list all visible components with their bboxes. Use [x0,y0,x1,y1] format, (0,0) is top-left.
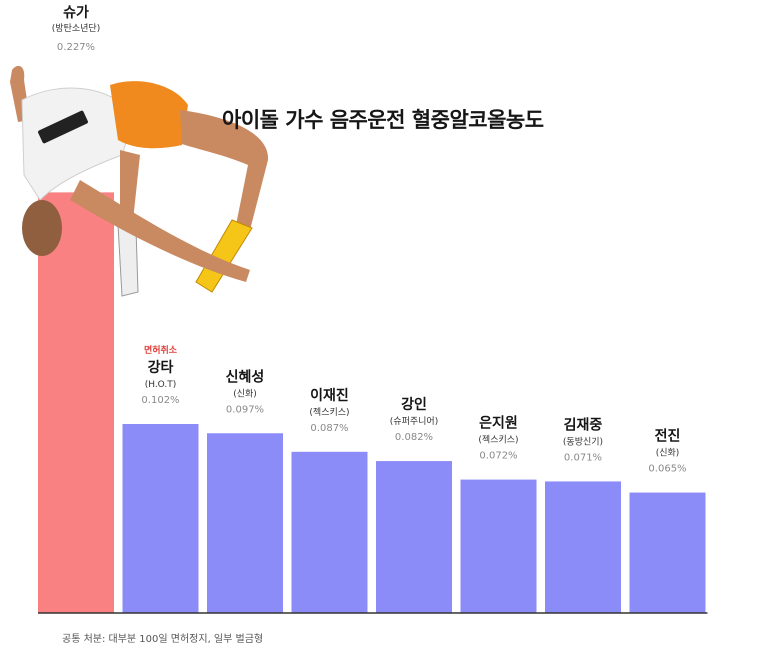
status-tag-2: 면허취소 [144,344,178,356]
value-label-8: 0.065% [648,464,686,475]
value-label-5: 0.082% [395,432,433,443]
value-label-3: 0.097% [226,404,264,415]
chart-title: 아이돌 가수 음주운전 혈중알코올농도 [222,108,544,132]
group-label-1: (방탄소년단) [52,23,100,34]
category-label-5: 강인 [401,396,427,413]
category-label-6: 은지원 [479,416,518,432]
bar-6 [460,479,537,613]
bar-4 [291,451,368,613]
category-label-1: 슈가 [63,5,89,21]
category-label-2: 강타 [148,359,174,376]
high-jumper-illustration [10,65,269,297]
bar-7 [545,481,621,613]
category-label-8: 전진 [655,428,681,445]
group-label-2: (H.O.T) [145,380,177,390]
value-label-4: 0.087% [310,423,348,434]
value-label-7: 0.071% [564,452,602,463]
group-label-6: (젝스키스) [478,435,518,446]
bar-1 [38,192,114,613]
bar-2 [122,424,199,613]
group-label-5: (슈퍼주니어) [390,416,438,427]
category-label-7: 김재중 [564,416,603,433]
group-label-8: (신화) [656,448,680,459]
value-label-2: 0.102% [141,395,179,406]
bar-3 [207,433,283,613]
bar-8 [629,492,706,613]
value-label-6: 0.072% [479,451,517,462]
group-label-3: (신화) [233,388,257,399]
category-label-3: 신혜성 [226,369,265,385]
group-label-7: (동방신기) [563,436,603,447]
bar-5 [376,461,452,613]
group-label-4: (젝스키스) [309,407,349,418]
value-label-1: 0.227% [57,42,95,53]
category-label-4: 이재진 [310,387,349,404]
footnote: 공통 처분: 대부분 100일 면허정지, 일부 벌금형 [62,634,264,645]
